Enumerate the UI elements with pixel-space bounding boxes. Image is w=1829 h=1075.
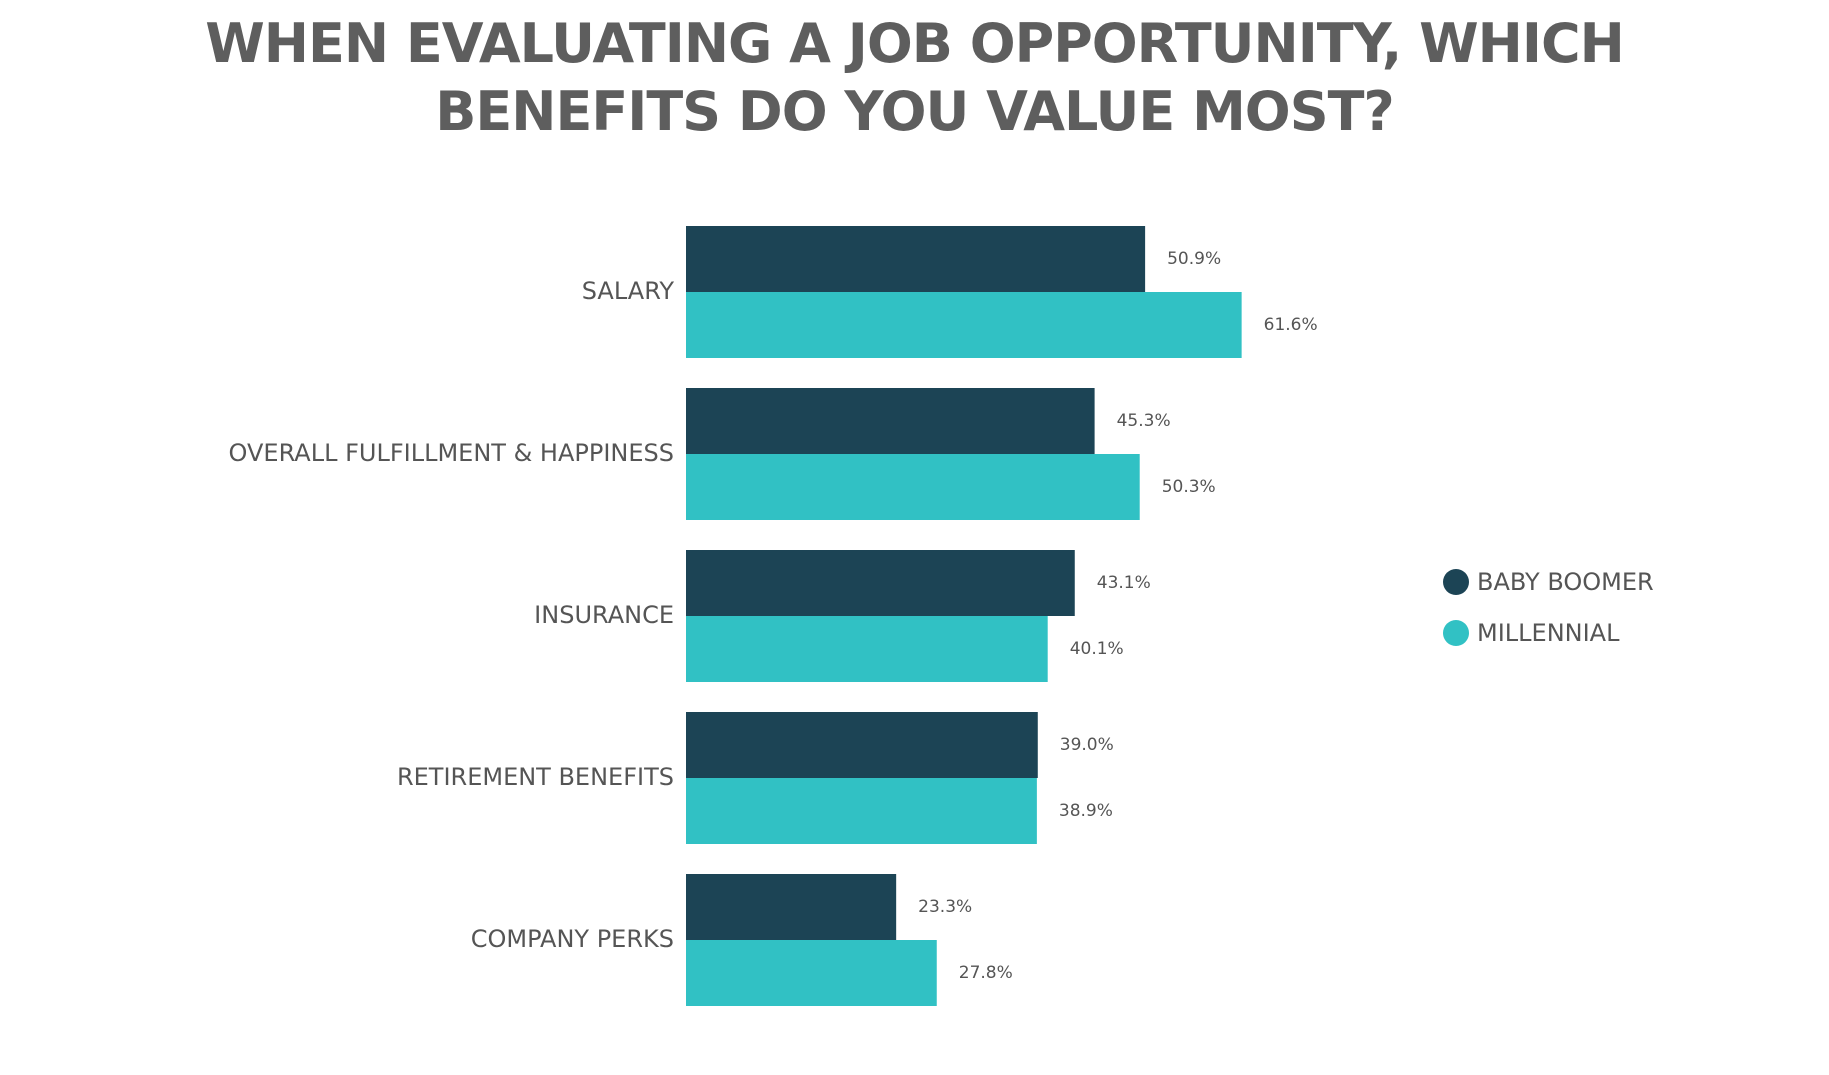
bar-baby-boomer-salary (686, 226, 1146, 292)
category-label-retirement-benefits: RETIREMENT BENEFITS (397, 763, 674, 791)
bar-millennial-company-perks (686, 940, 937, 1006)
bar-baby-boomer-insurance (686, 550, 1075, 616)
category-label-salary: SALARY (582, 277, 675, 305)
bar-millennial-salary (686, 292, 1242, 358)
chart-title-line-1: WHEN EVALUATING A JOB OPPORTUNITY, WHICH (205, 12, 1625, 75)
legend: BABY BOOMER MILLENNIAL (1443, 568, 1654, 647)
data-label-baby-boomer-overall-fulfillment-happiness: 45.3% (1117, 411, 1171, 431)
legend-swatch-baby-boomer (1443, 569, 1469, 595)
data-label-millennial-salary: 61.6% (1264, 315, 1318, 335)
data-label-millennial-overall-fulfillment-happiness: 50.3% (1162, 477, 1216, 497)
bar-millennial-insurance (686, 616, 1048, 682)
data-label-millennial-insurance: 40.1% (1070, 639, 1124, 659)
data-label-baby-boomer-company-perks: 23.3% (918, 897, 972, 917)
chart-title: WHEN EVALUATING A JOB OPPORTUNITY, WHICH… (0, 10, 1829, 146)
bar-baby-boomer-overall-fulfillment-happiness (686, 388, 1095, 454)
data-label-millennial-retirement-benefits: 38.9% (1059, 801, 1113, 821)
bar-baby-boomer-company-perks (686, 874, 897, 940)
category-label-insurance: INSURANCE (534, 601, 674, 629)
category-label-company-perks: COMPANY PERKS (471, 925, 674, 953)
data-label-baby-boomer-insurance: 43.1% (1097, 573, 1151, 593)
data-label-millennial-company-perks: 27.8% (959, 963, 1013, 983)
plot-area: SALARY 50.9% 61.6% OVERALL FULFILLMENT & HA… (229, 226, 1318, 1006)
bar-baby-boomer-retirement-benefits (686, 712, 1038, 778)
legend-label-millennial: MILLENNIAL (1477, 619, 1620, 647)
bar-millennial-retirement-benefits (686, 778, 1037, 844)
bar-millennial-overall-fulfillment-happiness (686, 454, 1140, 520)
chart-title-line-2: BENEFITS DO YOU VALUE MOST? (435, 80, 1395, 143)
legend-swatch-millennial (1443, 620, 1469, 646)
legend-label-baby-boomer: BABY BOOMER (1477, 568, 1654, 596)
category-label-overall-fulfillment-happiness: OVERALL FULFILLMENT & HAPPINESS (229, 439, 674, 467)
data-label-baby-boomer-retirement-benefits: 39.0% (1060, 735, 1114, 755)
data-label-baby-boomer-salary: 50.9% (1167, 249, 1221, 269)
